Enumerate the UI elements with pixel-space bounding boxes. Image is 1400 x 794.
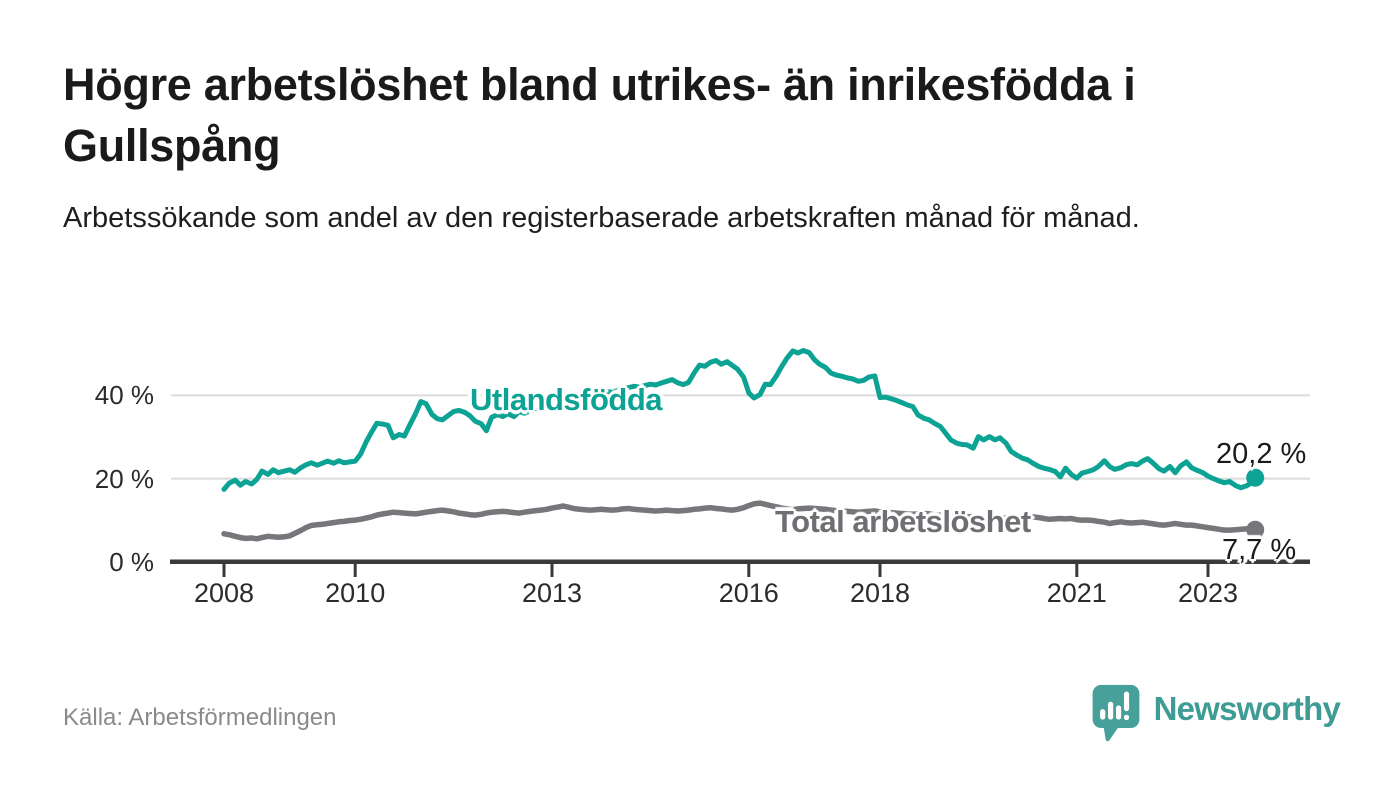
line-chart: 40 % 20 % 0 % 2008 2010 2013 2016 2018 2… [0, 320, 1400, 630]
x-tick-2013: 2013 [521, 578, 583, 608]
y-tick-40: 40 % [94, 380, 154, 411]
end-dot-utlandsfodda [1246, 468, 1265, 487]
x-tick-2018: 2018 [849, 578, 911, 608]
end-value-total-arbetsloshet: 7,7 % [1222, 534, 1297, 566]
plot-area [170, 348, 1310, 577]
chart-subtitle: Arbetssökande som andel av den registerb… [63, 202, 1140, 234]
series-line-total-arbetsloshet [221, 500, 1258, 542]
x-tick-2008: 2008 [193, 578, 255, 608]
x-tick-2016: 2016 [718, 578, 779, 608]
series-label-total-arbetsloshet: Total arbetslöshet [775, 504, 1031, 539]
newsworthy-logo-text: Newsworthy [1153, 689, 1341, 727]
y-tick-0: 0 % [109, 546, 154, 577]
series-line-utlandsfodda [221, 348, 1258, 492]
x-axis-ticks [222, 564, 1210, 577]
newsworthy-logo: Newsworthy [1090, 684, 1341, 742]
end-value-utlandsfodda: 20,2 % [1216, 438, 1307, 470]
series-label-utlandsfodda: Utlandsfödda [470, 382, 663, 417]
source-credit: Källa: Arbetsförmedlingen [63, 704, 337, 731]
y-tick-20: 20 % [94, 463, 154, 494]
speech-bubble-bar-chart-icon [1092, 684, 1140, 742]
x-tick-2010: 2010 [325, 578, 386, 608]
x-tick-2021: 2021 [1046, 578, 1107, 608]
x-tick-2023: 2023 [1177, 578, 1239, 608]
page-title: Högre arbetslöshet bland utrikes- än inr… [63, 59, 1136, 171]
end-dot-total-arbetsloshet [1246, 520, 1265, 539]
